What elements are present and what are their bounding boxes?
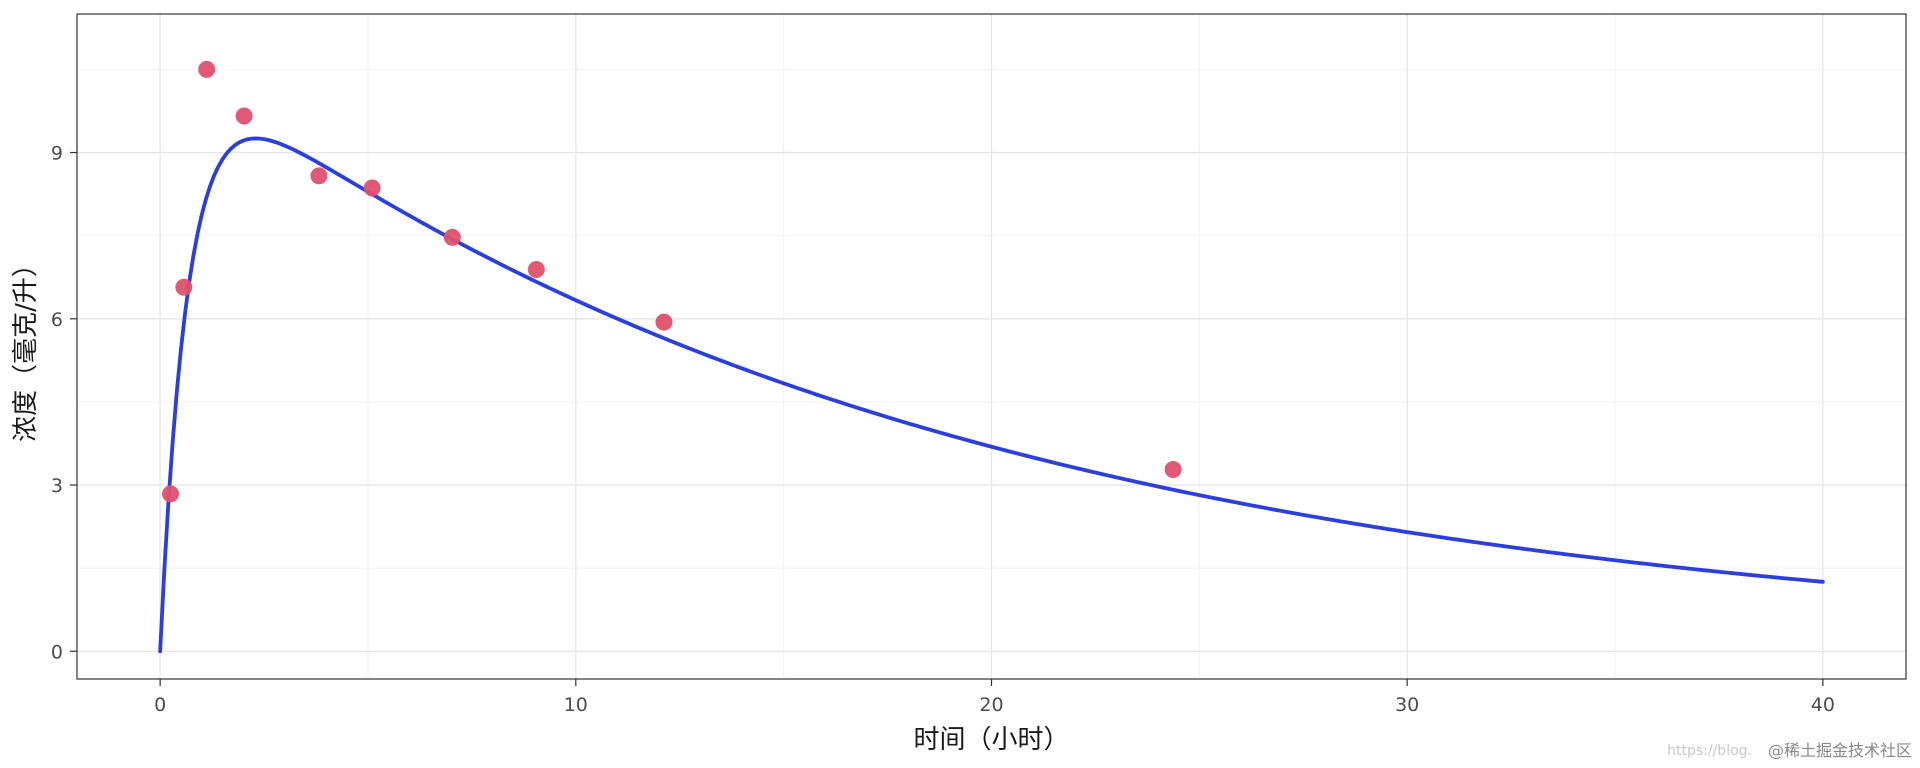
x-tick-label: 0 [154, 694, 166, 716]
y-tick-label: 9 [51, 143, 63, 165]
data-point [363, 179, 381, 197]
x-tick-label: 30 [1395, 694, 1419, 716]
y-axis-title: 浓度（毫克/升） [11, 251, 41, 442]
x-tick-label: 20 [979, 694, 1003, 716]
y-tick-label: 0 [51, 641, 63, 663]
y-tick-label: 3 [51, 475, 63, 497]
data-point [310, 167, 328, 185]
data-point [443, 228, 461, 246]
series-layer [158, 60, 1825, 654]
x-tick-label: 10 [564, 694, 588, 716]
axis-tick-labels: 0 10 20 30 40 0 3 6 9 [51, 143, 1835, 716]
data-point [655, 313, 673, 331]
axis-ticks [70, 151, 1824, 686]
data-point [527, 260, 545, 278]
data-point [162, 485, 180, 503]
y-tick-label: 6 [51, 309, 63, 331]
grid-major [77, 14, 1906, 679]
data-point [235, 107, 253, 125]
x-axis-title: 时间（小时） [913, 725, 1069, 755]
data-point [1164, 461, 1182, 479]
data-point [198, 60, 216, 78]
x-tick-label: 40 [1811, 694, 1835, 716]
fit-curve [158, 136, 1825, 654]
watermark-url: https://blog. [1667, 743, 1752, 759]
data-point [175, 278, 193, 296]
watermark: @稀土掘金技术社区 [1768, 741, 1912, 760]
